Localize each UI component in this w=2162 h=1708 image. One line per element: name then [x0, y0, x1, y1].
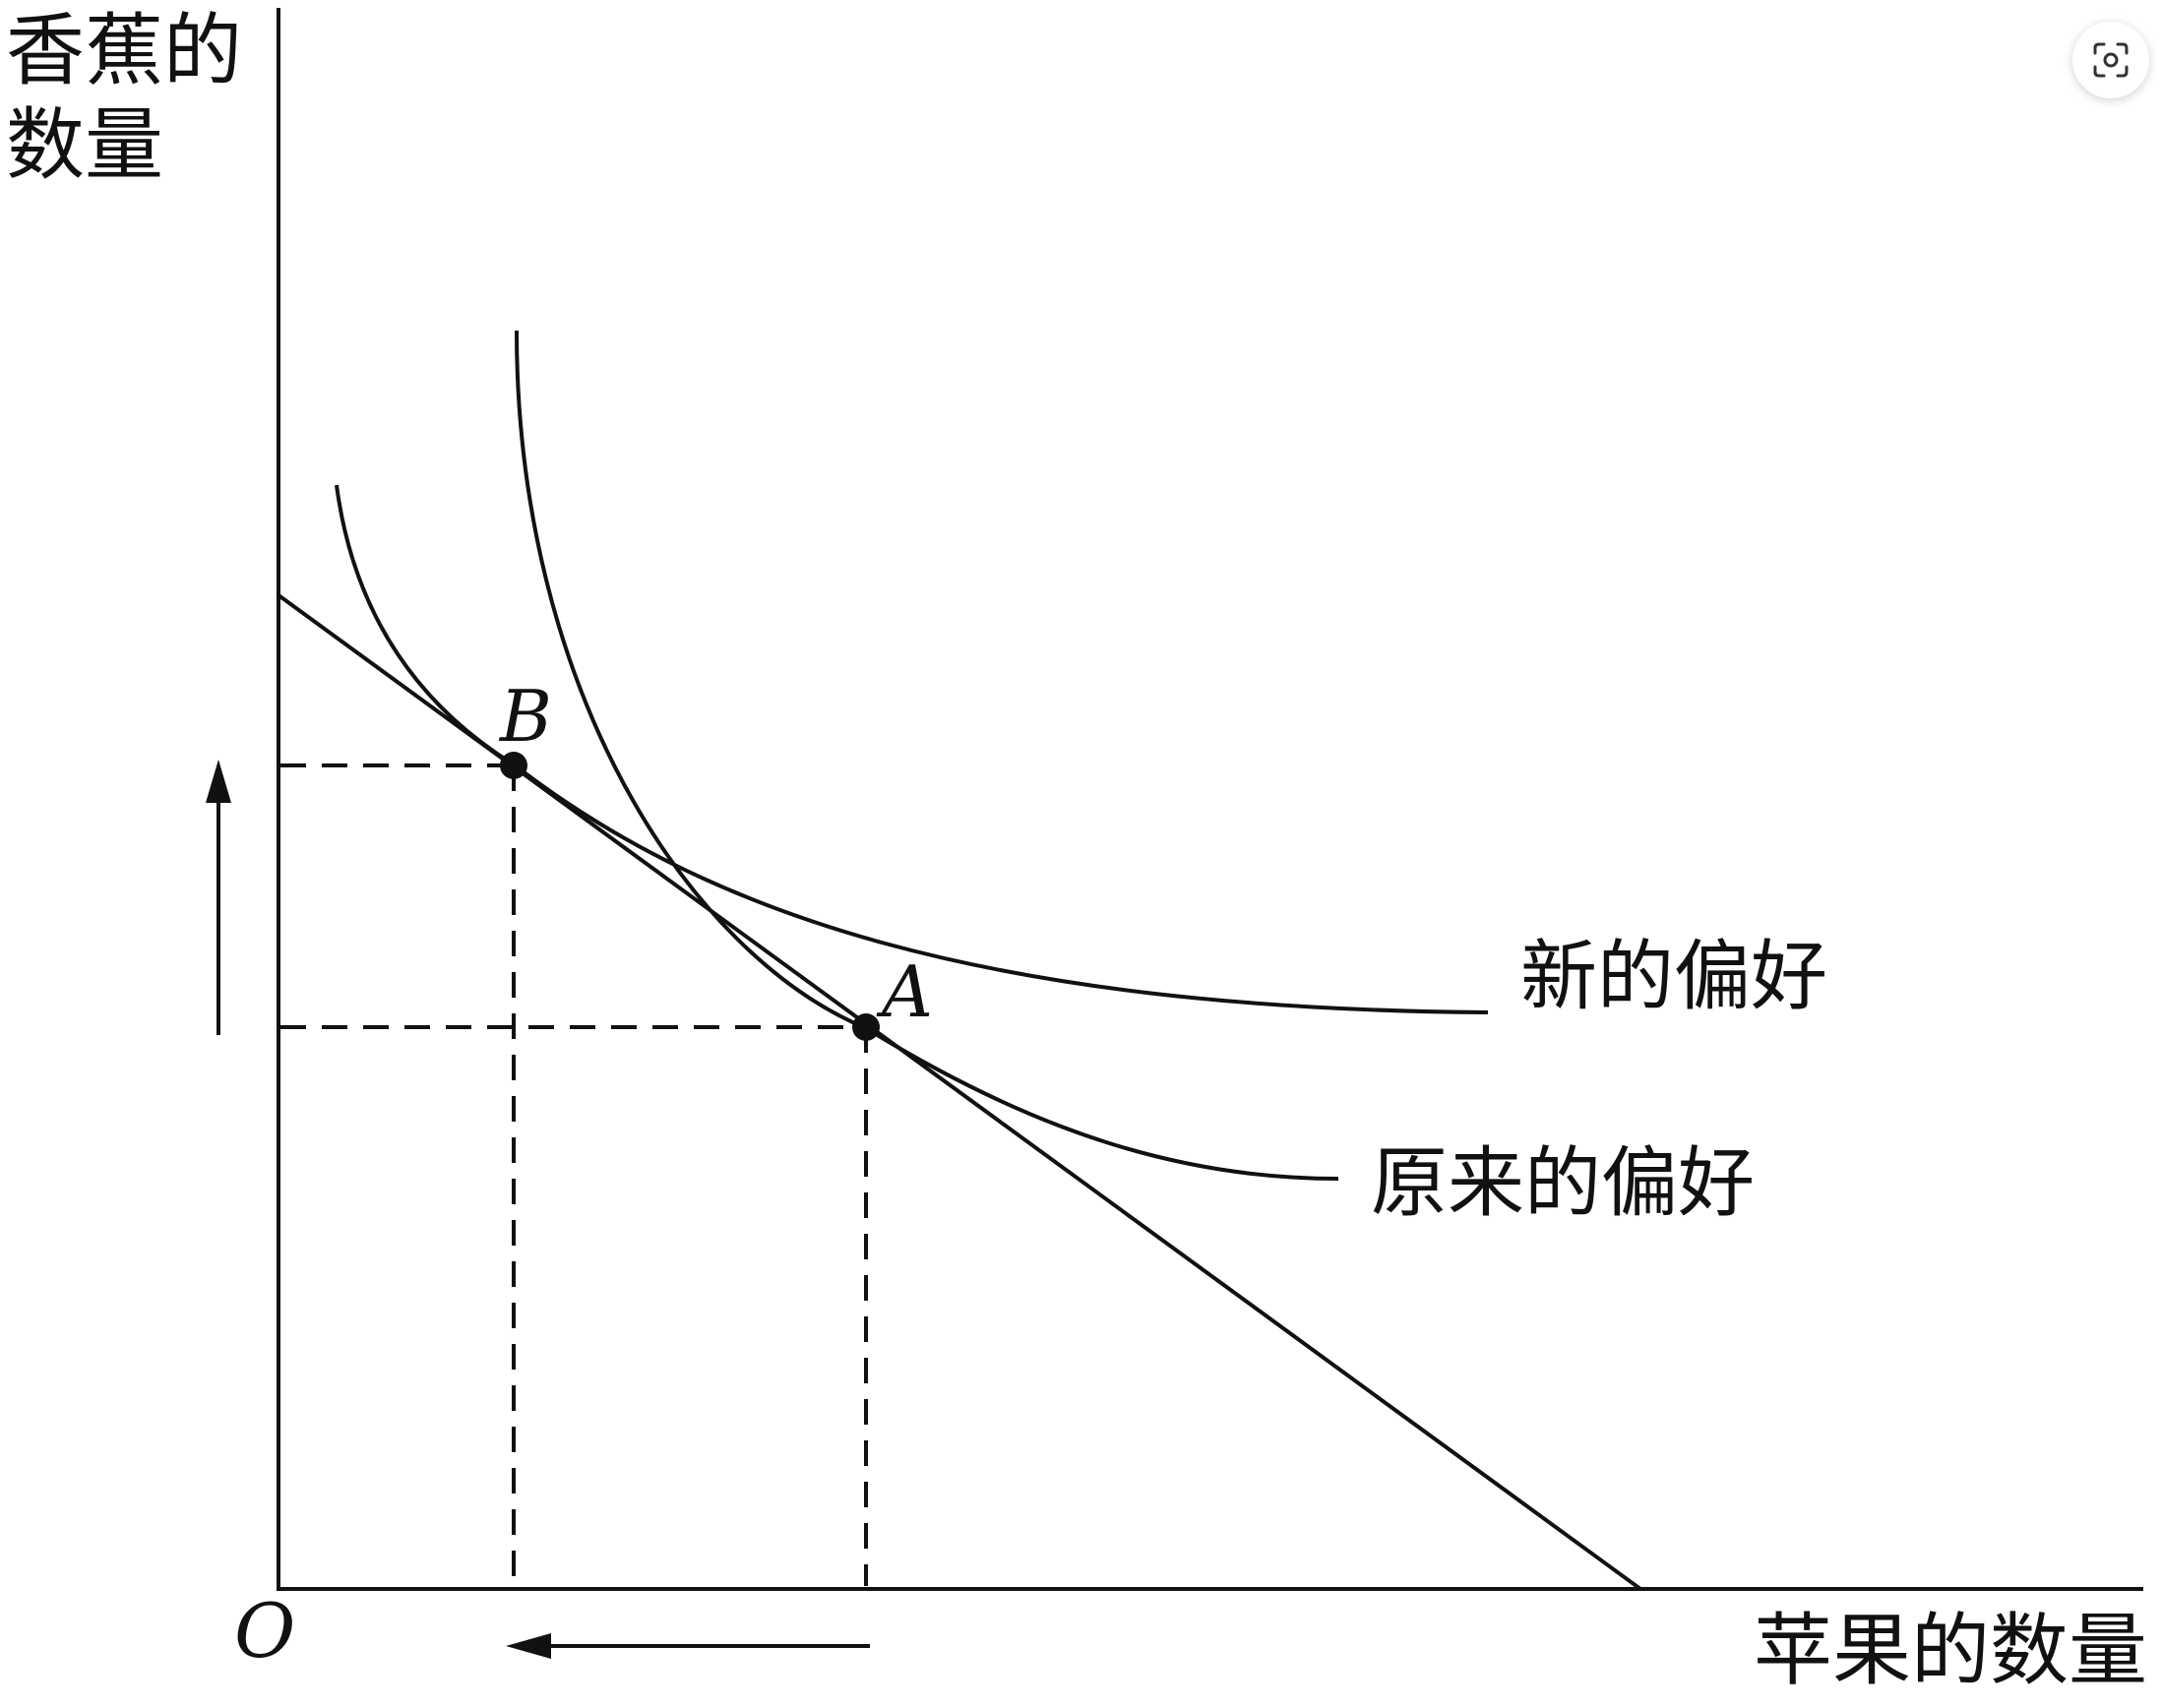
up-arrow-head — [206, 760, 231, 803]
point-b-marker — [500, 752, 527, 779]
x-axis-label: 苹果的数量 — [1754, 1605, 2147, 1696]
y-axis-label: 香蕉的 数量 — [6, 4, 242, 193]
point-b-label: B — [500, 675, 552, 758]
screen-capture-icon — [2093, 42, 2129, 78]
original-preference-label: 原来的偏好 — [1371, 1139, 1756, 1228]
screen-capture-button[interactable] — [2072, 22, 2149, 98]
y-axis-label-line2: 数量 — [6, 99, 163, 191]
point-a-marker — [852, 1013, 880, 1041]
new-preference-curve — [335, 484, 1489, 1014]
y-axis-label-line1: 香蕉的 — [6, 5, 242, 96]
origin-label: O — [234, 1587, 296, 1675]
left-arrow-head — [506, 1633, 551, 1659]
new-preference-label: 新的偏好 — [1520, 933, 1828, 1021]
original-preference-curve — [515, 330, 1339, 1181]
point-a-label: A — [882, 950, 933, 1033]
